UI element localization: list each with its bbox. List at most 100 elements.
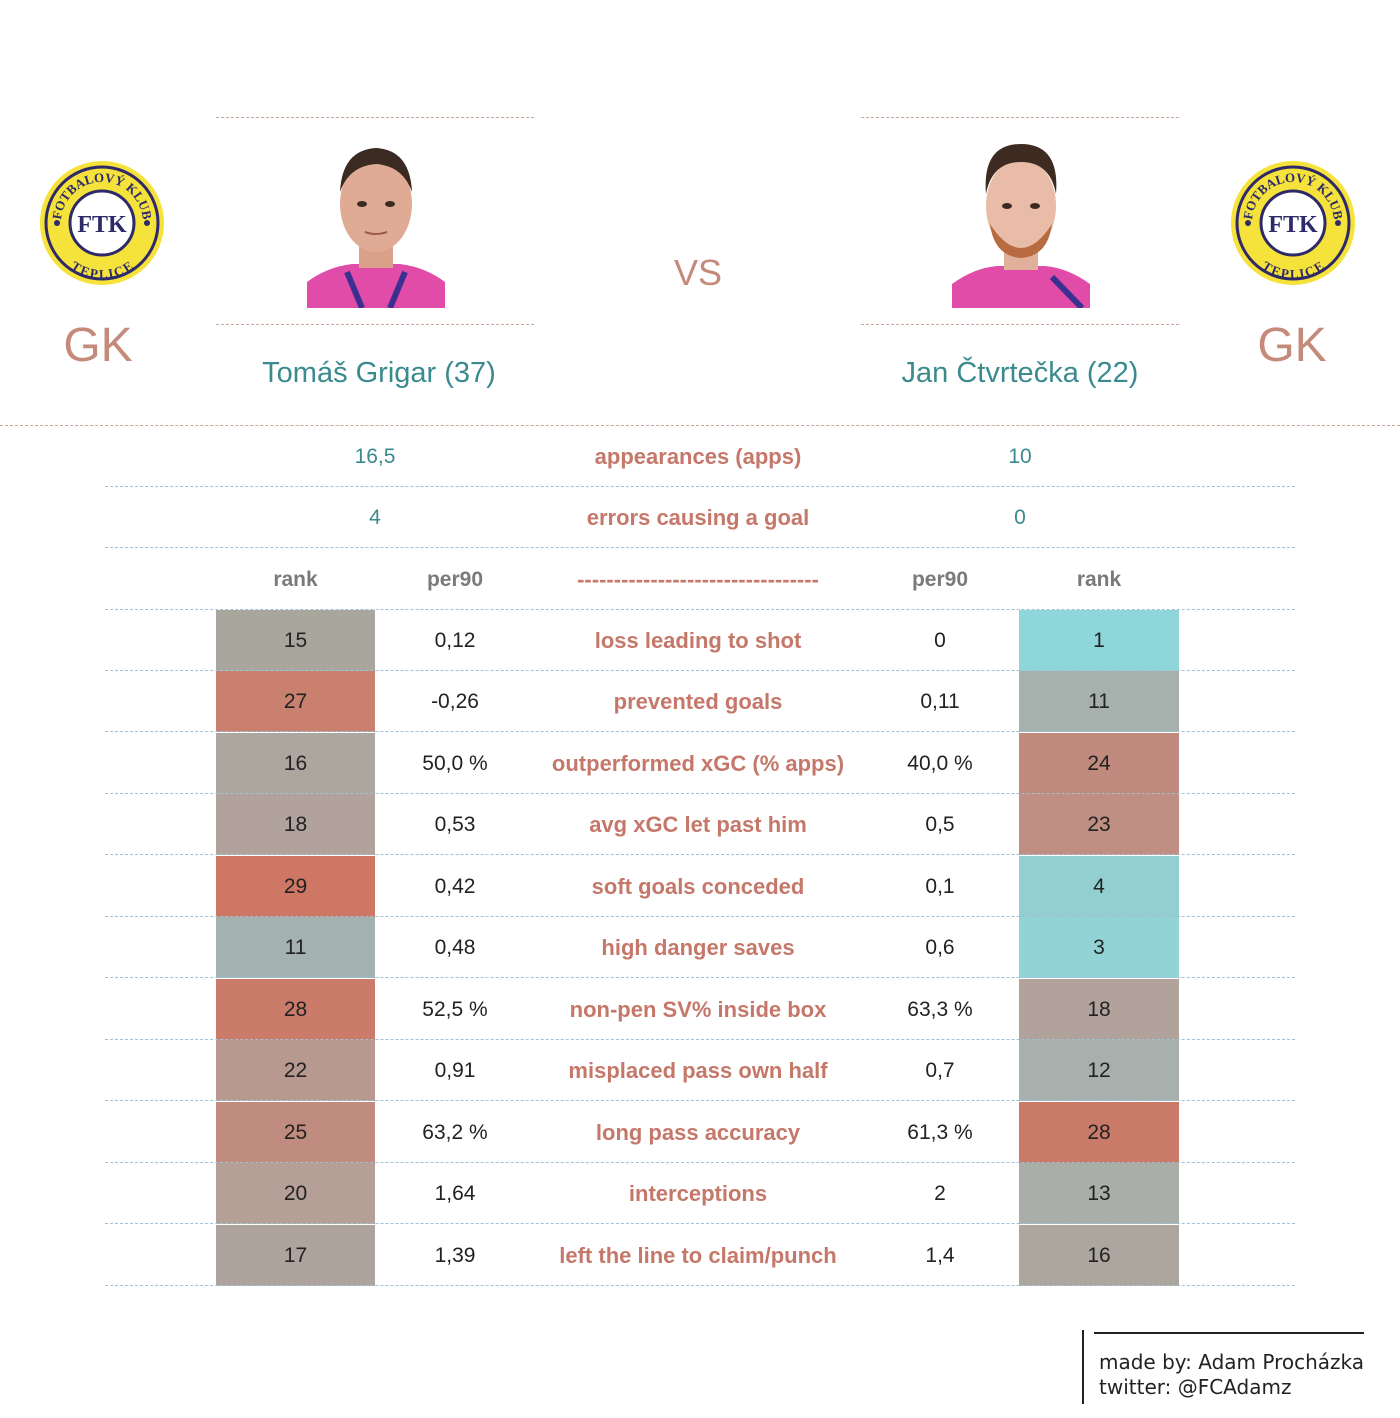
row-divider	[105, 1100, 1295, 1101]
metric-label: prevented goals	[613, 689, 783, 714]
metric-label: interceptions	[628, 1181, 768, 1206]
summary-row-errors: 4 errors causing a goal 0	[105, 487, 1295, 548]
per90-left-value: 0,48	[434, 936, 476, 959]
per90-right-value: 0	[934, 629, 946, 652]
metric-label: avg xGC let past him	[589, 812, 807, 837]
column-header-row: rank per90 -----------------------------…	[105, 549, 1295, 610]
left-value: 16,5	[354, 445, 396, 468]
right-value: 10	[1008, 445, 1032, 468]
stat-row: 22 0,91 misplaced pass own half 0,7 12	[105, 1040, 1295, 1101]
credits-author: made by: Adam Procházka	[1099, 1350, 1365, 1374]
metric-label: misplaced pass own half	[568, 1058, 828, 1083]
rank-left-cell: 11	[216, 917, 375, 978]
header-rank-left: rank	[273, 568, 318, 591]
header-divider	[0, 425, 1400, 426]
per90-left-value: 0,12	[434, 629, 476, 652]
rank-right-cell: 16	[1019, 1225, 1179, 1286]
stat-row: 27 -0,26 prevented goals 0,11 11	[105, 671, 1295, 732]
header-per90-right: per90	[911, 568, 969, 591]
rank-right-cell: 12	[1019, 1040, 1179, 1101]
player-photo-left	[307, 132, 445, 308]
row-divider	[105, 1223, 1295, 1224]
row-divider	[105, 1285, 1295, 1286]
rank-right-cell: 11	[1019, 671, 1179, 732]
position-label-right: GK	[1257, 319, 1327, 372]
logo-text-bottom: TEPLICE	[1260, 258, 1327, 282]
per90-left-value: 0,42	[434, 875, 476, 898]
per90-left-value: 63,2 %	[422, 1121, 488, 1144]
row-divider	[105, 854, 1295, 855]
rank-left-cell: 15	[216, 610, 375, 671]
rank-right-cell: 23	[1019, 794, 1179, 855]
rank-left-cell: 20	[216, 1163, 375, 1224]
per90-left-value: 50,0 %	[422, 752, 488, 775]
header-metric: ---------------------------------	[577, 567, 819, 592]
rank-left-cell: 27	[216, 671, 375, 732]
rank-left-cell: 25	[216, 1102, 375, 1163]
rank-right-cell: 3	[1019, 917, 1179, 978]
header-rank-right: rank	[1076, 568, 1122, 591]
per90-right-value: 1,4	[925, 1244, 955, 1267]
rank-right-cell: 4	[1019, 856, 1179, 917]
row-divider	[105, 609, 1295, 610]
header-per90-left: per90	[426, 568, 484, 591]
rank-left-cell: 18	[216, 794, 375, 855]
rank-left-cell: 16	[216, 733, 375, 794]
per90-right-value: 0,1	[925, 875, 955, 898]
metric-label: appearances (apps)	[594, 444, 802, 469]
logo-monogram: FTK	[77, 212, 127, 238]
rank-left-cell: 28	[216, 979, 375, 1040]
row-divider	[105, 916, 1295, 917]
player-photo-frame-right	[861, 117, 1179, 325]
stat-row: 11 0,48 high danger saves 0,6 3	[105, 917, 1295, 978]
metric-label: high danger saves	[601, 935, 795, 960]
vs-label: VS	[673, 252, 723, 293]
row-divider	[105, 1039, 1295, 1040]
metric-label: long pass accuracy	[595, 1120, 801, 1145]
per90-left-value: 0,53	[434, 813, 476, 836]
metric-label: non-pen SV% inside box	[569, 997, 827, 1022]
summary-row-apps: 16,5 appearances (apps) 10	[105, 426, 1295, 487]
row-divider	[105, 793, 1295, 794]
per90-left-value: 0,91	[434, 1059, 476, 1082]
stat-row: 18 0,53 avg xGC let past him 0,5 23	[105, 794, 1295, 855]
rank-right-cell: 18	[1019, 979, 1179, 1040]
per90-left-value: 1,64	[434, 1182, 476, 1205]
per90-right-value: 61,3 %	[907, 1121, 973, 1144]
metric-label: errors causing a goal	[586, 505, 810, 530]
row-divider	[105, 486, 1295, 487]
svg-text:TEPLICE: TEPLICE	[69, 258, 136, 282]
right-value: 0	[1014, 506, 1026, 529]
stat-row: 15 0,12 loss leading to shot 0 1	[105, 610, 1295, 671]
player-name-right: Jan Čtvrtečka (22)	[901, 357, 1139, 389]
metric-label: loss leading to shot	[594, 628, 802, 653]
metric-label: left the line to claim/punch	[559, 1243, 837, 1268]
club-logo-right: FOTBALOVÝ KLUB TEPLICE FTK	[1231, 161, 1355, 285]
rank-left-cell: 17	[216, 1225, 375, 1286]
credits-box: made by: Adam Procházka twitter: @FCAdam…	[1082, 1330, 1384, 1404]
per90-right-value: 40,0 %	[907, 752, 973, 775]
per90-right-value: 2	[934, 1182, 946, 1205]
svg-text:TEPLICE: TEPLICE	[1260, 258, 1327, 282]
per90-left-value: 52,5 %	[422, 998, 488, 1021]
metric-label: outperformed xGC (% apps)	[551, 751, 845, 776]
player-photo-right	[952, 132, 1090, 308]
stat-row: 25 63,2 % long pass accuracy 61,3 % 28	[105, 1102, 1295, 1163]
club-logo-left: FOTBALOVÝ KLUB TEPLICE FTK	[40, 161, 164, 285]
row-divider	[105, 977, 1295, 978]
player-photo-frame-left	[216, 117, 534, 325]
stat-row: 28 52,5 % non-pen SV% inside box 63,3 % …	[105, 979, 1295, 1040]
rank-right-cell: 24	[1019, 733, 1179, 794]
credits-rule	[1094, 1332, 1364, 1334]
logo-monogram: FTK	[1268, 212, 1318, 238]
per90-right-value: 0,11	[920, 690, 960, 713]
player-name-left: Tomáš Grigar (37)	[262, 357, 496, 389]
stat-row: 29 0,42 soft goals conceded 0,1 4	[105, 856, 1295, 917]
per90-right-value: 63,3 %	[907, 998, 973, 1021]
per90-right-value: 0,6	[925, 936, 955, 959]
per90-right-value: 0,7	[925, 1059, 955, 1082]
row-divider	[105, 1162, 1295, 1163]
credits-twitter: twitter: @FCAdamz	[1099, 1375, 1292, 1399]
row-divider	[105, 731, 1295, 732]
stat-row: 16 50,0 % outperformed xGC (% apps) 40,0…	[105, 733, 1295, 794]
